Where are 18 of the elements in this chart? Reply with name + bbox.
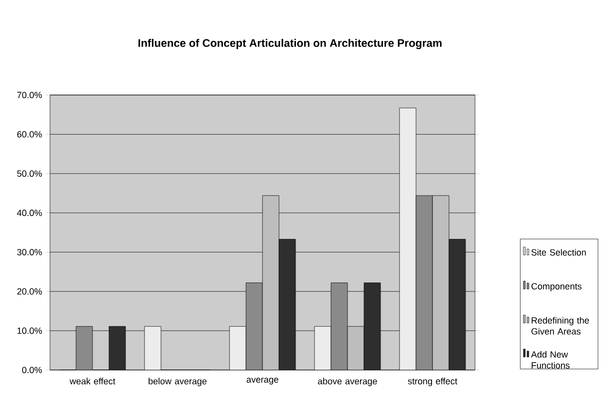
x-tick-label: average <box>246 378 278 384</box>
y-tick-label: 40.0% <box>17 210 42 216</box>
x-tick-label: below average <box>148 378 207 386</box>
x-tick-label: weak effect <box>70 378 116 384</box>
y-tick-label: 60.0% <box>17 131 42 138</box>
legend-label: Site Selection <box>531 249 586 256</box>
legend-label: Components <box>531 283 582 292</box>
y-tick-label: 20.0% <box>17 288 42 295</box>
y-tick-label: 70.0% <box>17 92 42 98</box>
y-tick-label: 0.0% <box>22 366 42 374</box>
x-tick-label: strong effect <box>408 378 458 386</box>
x-tick-label: above average <box>318 378 378 386</box>
legend-label: Add New Functions <box>531 351 570 369</box>
chart-title: Influence of Concept Articulation on Architecture Program <box>138 38 442 50</box>
text: Redefining the Given Areas <box>531 317 589 335</box>
y-tick-label: 30.0% <box>17 248 42 256</box>
y-tick-label: 10.0% <box>18 328 42 334</box>
y-tick-label: 50.0% <box>17 170 42 177</box>
